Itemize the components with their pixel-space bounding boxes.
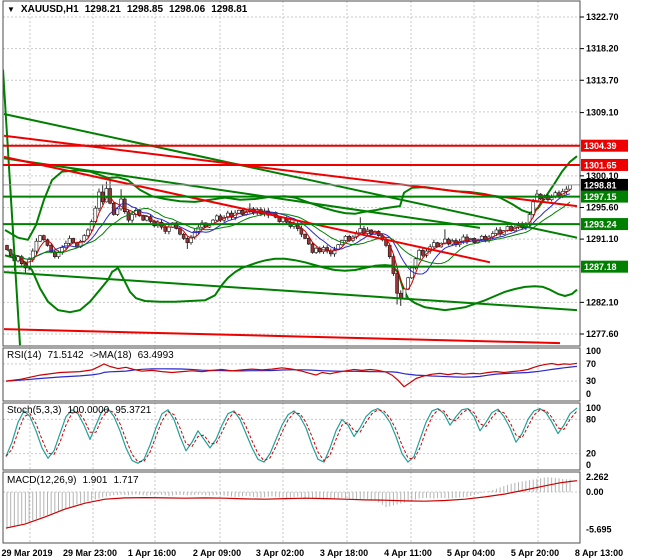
svg-text:1322.70: 1322.70 <box>586 12 619 22</box>
stoch-k-value: 100.0000 <box>67 405 110 416</box>
macd-layer <box>5 477 578 529</box>
svg-text:29 Mar 2019: 29 Mar 2019 <box>1 548 52 558</box>
panel-frames <box>2 0 581 544</box>
svg-text:4 Apr 11:00: 4 Apr 11:00 <box>384 548 432 558</box>
trend-lines <box>3 69 578 346</box>
svg-text:3 Apr 18:00: 3 Apr 18:00 <box>320 548 368 558</box>
svg-text:1291.10: 1291.10 <box>586 234 619 244</box>
svg-text:1304.39: 1304.39 <box>584 141 617 151</box>
svg-text:1 Apr 16:00: 1 Apr 16:00 <box>128 548 176 558</box>
grid-layer <box>3 1 580 543</box>
svg-text:1295.60: 1295.60 <box>586 202 619 212</box>
symbol-title: XAUUSD,H1 <box>20 4 79 15</box>
time-axis: 29 Mar 2019 29 Mar 23:00 1 Apr 16:00 2 Apr … <box>1 548 623 558</box>
svg-text:5 Apr 04:00: 5 Apr 04:00 <box>447 548 495 558</box>
svg-text:1313.70: 1313.70 <box>586 75 619 85</box>
svg-text:-5.695: -5.695 <box>586 524 612 534</box>
svg-text:20: 20 <box>586 449 596 459</box>
level-lines <box>3 144 580 268</box>
rsi-label: RSI(14) <box>7 350 42 361</box>
svg-text:100: 100 <box>586 346 601 356</box>
svg-text:0: 0 <box>586 460 591 470</box>
price-moving-averages <box>6 189 571 291</box>
rsi-value: 71.5142 <box>47 350 84 361</box>
svg-text:1287.18: 1287.18 <box>584 262 617 272</box>
svg-text:5 Apr 20:00: 5 Apr 20:00 <box>511 548 559 558</box>
macd-panel-title: MACD(12,26,9) 1.901 1.717 <box>7 475 139 486</box>
svg-text:1297.15: 1297.15 <box>584 192 617 202</box>
svg-text:70: 70 <box>586 359 596 369</box>
svg-text:3 Apr 02:00: 3 Apr 02:00 <box>256 548 304 558</box>
ohlc-open: 1298.21 <box>84 4 121 15</box>
svg-text:2.262: 2.262 <box>586 472 609 482</box>
svg-text:1300.10: 1300.10 <box>586 171 619 181</box>
rsi-layer <box>5 362 578 388</box>
svg-text:1293.24: 1293.24 <box>584 220 617 230</box>
macd-label: MACD(12,26,9) <box>7 475 77 486</box>
svg-text:1277.60: 1277.60 <box>586 329 619 339</box>
rsi-ma-label: ->MA(18) <box>89 350 132 361</box>
symbol-dropdown-icon[interactable]: ▼ <box>7 4 15 14</box>
price-axis: 1322.70 1318.20 1313.70 1309.10 1300.10 1295.… <box>580 12 628 339</box>
svg-text:1309.10: 1309.10 <box>586 108 619 118</box>
svg-text:0: 0 <box>586 389 591 399</box>
ohlc-high: 1298.85 <box>126 4 164 15</box>
stoch-label: Stoch(5,3,3) <box>7 405 62 416</box>
stochastic-layer <box>5 407 578 464</box>
stoch-d-value: 95.3721 <box>115 405 152 416</box>
svg-text:8 Apr 13:00: 8 Apr 13:00 <box>575 548 623 558</box>
svg-text:0.00: 0.00 <box>586 487 604 497</box>
svg-text:30: 30 <box>586 376 596 386</box>
svg-text:100: 100 <box>586 403 601 413</box>
svg-text:80: 80 <box>586 414 596 424</box>
chart-header: ▼ XAUUSD,H1 1298.21 1298.85 1298.06 1298… <box>7 4 247 15</box>
svg-text:1298.81: 1298.81 <box>584 180 617 190</box>
ohlc-low: 1298.06 <box>169 4 206 15</box>
ohlc-close: 1298.81 <box>211 4 248 15</box>
rsi-ma-value: 63.4993 <box>137 350 174 361</box>
stoch-panel-title: Stoch(5,3,3) 100.0000 95.3721 <box>7 405 151 416</box>
macd-value: 1.901 <box>82 475 108 486</box>
rsi-panel-title: RSI(14) 71.5142 ->MA(18) 63.4993 <box>7 350 174 361</box>
svg-text:2 Apr 09:00: 2 Apr 09:00 <box>193 548 241 558</box>
svg-text:1301.65: 1301.65 <box>584 160 617 170</box>
svg-text:29 Mar 23:00: 29 Mar 23:00 <box>63 548 117 558</box>
macd-signal-value: 1.717 <box>113 475 139 486</box>
svg-text:1318.20: 1318.20 <box>586 44 619 54</box>
svg-text:1282.10: 1282.10 <box>586 297 619 307</box>
